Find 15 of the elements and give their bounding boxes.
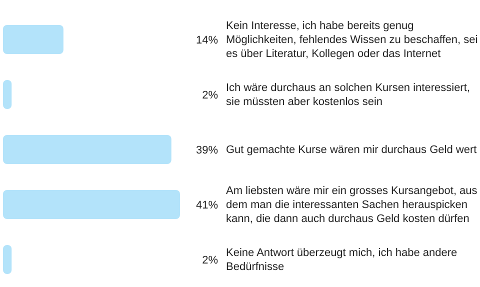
bar (3, 190, 180, 219)
y-tick-label: Ich wäre durchaus an solchen Kursen interessiert, sie müssten aber kostenlos sein (226, 80, 471, 108)
bar (3, 245, 12, 274)
data-label: 2% (202, 254, 218, 266)
data-label: 2% (202, 90, 218, 102)
y-tick-label: Gut gemachte Kurse wären mir durchaus Geld wert (226, 142, 477, 156)
bar (3, 80, 12, 109)
data-label: 41% (196, 200, 218, 212)
bar (3, 135, 172, 164)
data-label: 39% (196, 144, 218, 156)
data-label: 14% (196, 34, 218, 46)
bar (3, 25, 64, 54)
y-tick-label: Keine Antwort überzeugt mich, ich habe andere Bedürfnisse (226, 246, 458, 274)
y-tick-label: Am liebsten wäre mir ein grosses Kursangebot, aus dem man die interessanten Sachen herauspicken kann, die dann auch durchaus Geld kosten dürfen (226, 184, 478, 226)
y-tick-label: Kein Interesse, ich habe bereits genug Möglichkeiten, fehlendes Wissen zu beschaffen, sei es über Literatur, Kollegen oder das Internet (226, 18, 479, 60)
